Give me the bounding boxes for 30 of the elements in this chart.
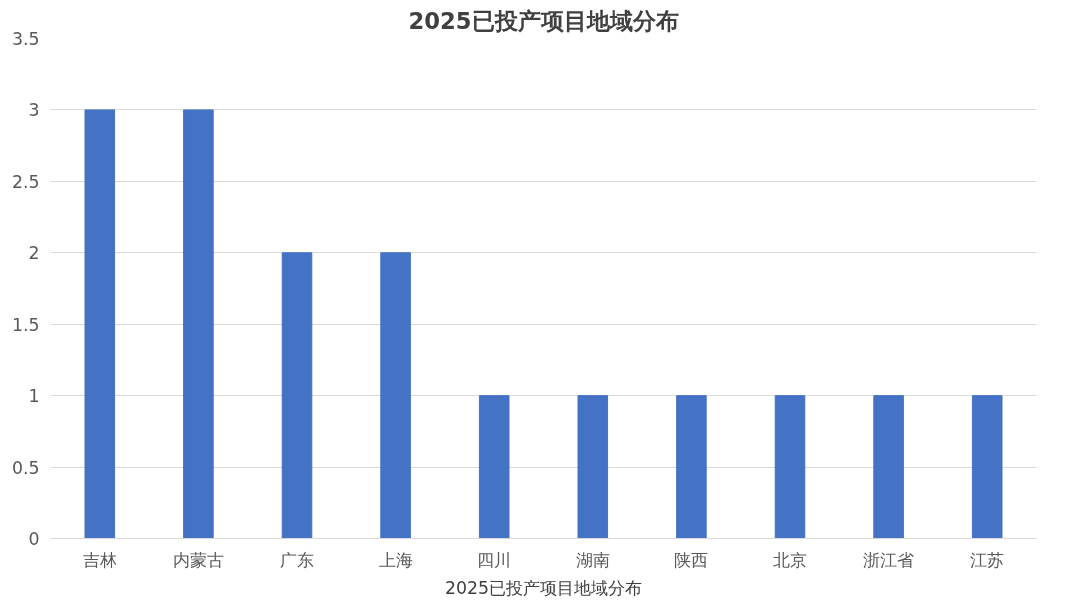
x-tick-label: 上海 bbox=[378, 549, 413, 570]
bar bbox=[577, 395, 609, 539]
bar bbox=[676, 395, 707, 539]
x-tick-label: 广东 bbox=[280, 549, 314, 570]
x-tick-label: 湖南 bbox=[575, 549, 610, 570]
x-tick-label: 浙江省 bbox=[863, 549, 915, 570]
y-tick-label: 0 bbox=[28, 529, 40, 549]
x-tick-label: 吉林 bbox=[82, 549, 117, 570]
x-tick-label: 江苏 bbox=[970, 549, 1005, 570]
x-tick-label: 陕西 bbox=[674, 549, 709, 570]
y-tick-label: 3.5 bbox=[11, 29, 40, 49]
bar bbox=[183, 109, 214, 539]
bar bbox=[380, 252, 411, 539]
y-tick-label: 2 bbox=[28, 243, 40, 264]
x-tick-label: 北京 bbox=[773, 549, 807, 570]
bar bbox=[281, 252, 313, 539]
y-tick-label: 1.5 bbox=[11, 314, 40, 335]
bar bbox=[873, 395, 904, 539]
bar bbox=[774, 395, 806, 539]
y-tick-label: 2.5 bbox=[11, 171, 40, 192]
x-axis-title: 2025已投产项目地域分布 bbox=[444, 577, 643, 598]
y-tick-label: 0.5 bbox=[11, 457, 40, 478]
bar bbox=[478, 395, 510, 539]
y-tick-label: 1 bbox=[28, 386, 40, 407]
bar bbox=[971, 395, 1003, 539]
bar bbox=[84, 109, 116, 539]
x-tick-label: 四川 bbox=[477, 549, 512, 570]
chart-title: 2025已投产项目地域分布 bbox=[408, 7, 679, 34]
y-tick-label: 3 bbox=[28, 100, 40, 121]
x-tick-label: 内蒙古 bbox=[172, 549, 224, 570]
